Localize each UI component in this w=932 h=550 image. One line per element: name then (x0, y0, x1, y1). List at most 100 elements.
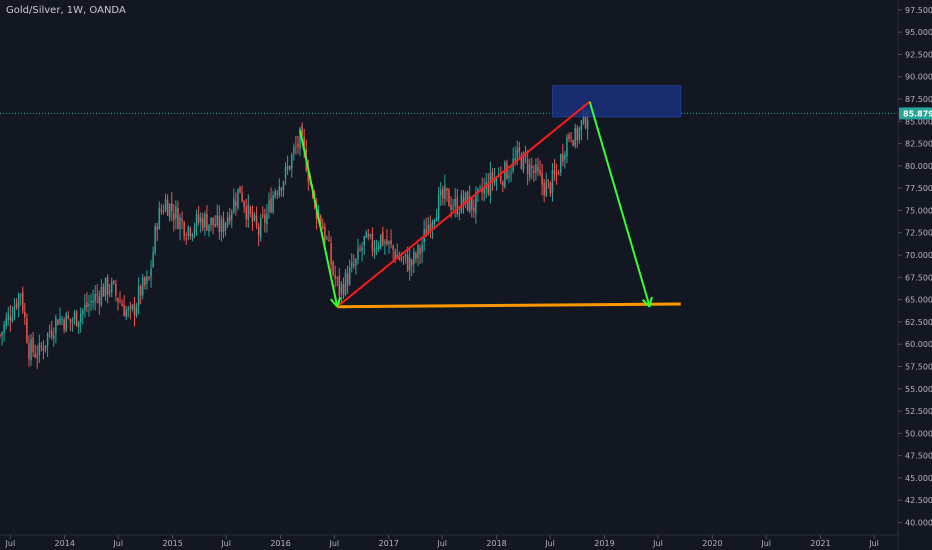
candle-body (17, 294, 20, 309)
candle-body (22, 292, 24, 312)
candle (139, 284, 142, 305)
candle-body (102, 286, 105, 297)
candle (42, 339, 45, 360)
time-axis[interactable]: Jul 2014 Jul 2015 Jul 2016 Jul 2017 Jul 2018 Jul 20… (5, 535, 879, 548)
candle-body (586, 120, 589, 129)
candle-body (522, 152, 525, 171)
candle-body (508, 175, 510, 178)
candle (557, 169, 560, 176)
candle (510, 165, 512, 182)
candle (119, 291, 121, 304)
candle (344, 268, 347, 297)
arrow-shaft (299, 129, 339, 307)
candle-body (293, 147, 295, 153)
candle (270, 187, 272, 214)
candle-body (491, 172, 494, 182)
candle (46, 332, 49, 357)
candle-body (555, 172, 558, 174)
candle (570, 131, 572, 143)
candle-body (431, 222, 434, 229)
candle (166, 194, 169, 216)
candle-body (566, 136, 568, 157)
price-axis[interactable]: 97.500 95.000 92.500 90.000 87.500 85.000 82.5… (898, 6, 932, 528)
candle-body (384, 242, 386, 244)
candle (456, 188, 459, 218)
time-tick-label: 2014 (55, 539, 75, 548)
candle-body (28, 343, 30, 360)
arrow-head (648, 296, 653, 307)
candle (127, 306, 130, 318)
candle (322, 218, 324, 230)
candle (439, 182, 442, 207)
price-tick-label: 50.000 (905, 429, 932, 438)
candle-body (150, 268, 152, 277)
candle (212, 217, 214, 235)
candle (237, 188, 239, 211)
candle-body (32, 337, 34, 352)
candle (533, 165, 535, 182)
candle (65, 311, 67, 332)
candle-body (446, 188, 448, 191)
candle-body (67, 315, 70, 319)
candle-body (493, 178, 496, 184)
candle (419, 244, 421, 265)
candle-body (295, 146, 297, 148)
candle (133, 297, 136, 327)
candle (210, 217, 212, 232)
candle-body (79, 313, 82, 323)
candle-body (262, 215, 264, 217)
candle (195, 209, 198, 236)
candle-body (396, 254, 399, 258)
candle-body (71, 321, 74, 323)
candle (363, 235, 365, 255)
candle-body (98, 295, 101, 304)
candle (390, 229, 392, 249)
candle-body (199, 217, 202, 223)
candle-body (11, 317, 14, 321)
candle-body (55, 317, 57, 334)
candle (255, 206, 258, 230)
candle-body (94, 293, 96, 302)
candle (531, 157, 533, 180)
price-tick-label: 60.000 (905, 340, 932, 349)
candle-body (473, 207, 475, 212)
candle-body (3, 324, 5, 333)
candle (251, 205, 254, 231)
candle (483, 177, 485, 202)
candle (293, 143, 295, 161)
candle-body (168, 204, 171, 218)
candle (86, 291, 88, 313)
candle (206, 205, 208, 232)
candle (224, 221, 227, 236)
candle-body (578, 127, 581, 140)
candle (413, 247, 415, 273)
candle (104, 277, 107, 301)
candle-body (504, 161, 506, 188)
candle-body (259, 217, 262, 238)
candle-body (499, 176, 502, 181)
candle (479, 184, 481, 190)
candle-body (34, 353, 36, 357)
candle-body (377, 245, 380, 250)
candle (243, 200, 245, 213)
candle (57, 318, 59, 326)
time-tick-label: Jul (868, 539, 879, 548)
candle (173, 204, 175, 232)
candle-body (537, 166, 539, 171)
candle-body (148, 277, 150, 280)
candle-body (382, 231, 384, 245)
candle (94, 285, 96, 311)
candle-body (528, 164, 531, 178)
candle-body (562, 153, 564, 162)
candle-body (483, 186, 485, 194)
candle-body (514, 157, 516, 161)
candle (197, 205, 200, 226)
candle-body (274, 191, 276, 197)
candle (144, 275, 146, 290)
candle (437, 187, 440, 223)
candle (429, 215, 432, 239)
time-tick-label: 2017 (379, 539, 399, 548)
candle-body (245, 206, 247, 220)
